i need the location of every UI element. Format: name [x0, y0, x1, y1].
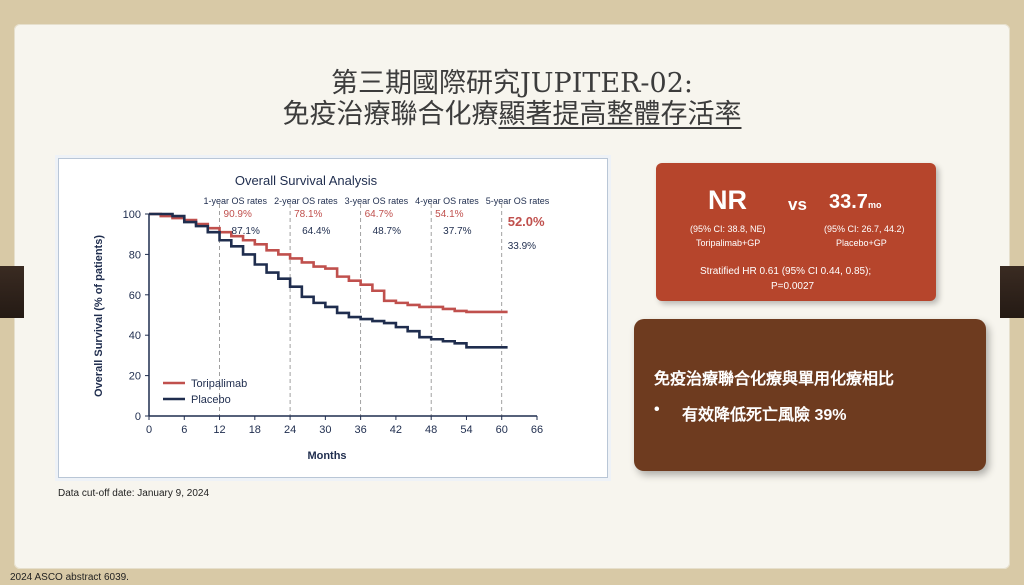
- placebo-median-unit: mo: [867, 200, 882, 210]
- x-axis-label: Months: [307, 450, 346, 462]
- annotation-header: 4-year OS rates: [415, 196, 479, 206]
- x-tick-label: 6: [181, 424, 187, 436]
- data-cutoff-note: Data cut-off date: January 9, 2024: [58, 488, 210, 499]
- annotation-placebo-rate: 37.7%: [443, 226, 471, 237]
- annotation-placebo-rate: 33.9%: [508, 241, 536, 252]
- annotation-header: 1-year OS rates: [204, 196, 268, 206]
- annotation-header: 5-year OS rates: [486, 196, 550, 206]
- annotation-toripalimab-rate: 90.9%: [224, 209, 252, 220]
- annotation-toripalimab-rate: 78.1%: [294, 209, 322, 220]
- slide-title-line-2: 免疫治療聯合化療顯著提高整體存活率: [0, 92, 1024, 131]
- vs-text: vs: [788, 195, 807, 214]
- chart-title: Overall Survival Analysis: [235, 173, 378, 188]
- summary-bullet-text: 有效降低死亡風險 39%: [682, 407, 847, 424]
- annotation-header: 3-year OS rates: [345, 196, 409, 206]
- y-tick-label: 60: [129, 290, 141, 302]
- x-tick-label: 0: [146, 424, 152, 436]
- annotation-toripalimab-rate: 52.0%: [508, 214, 545, 229]
- chart-frame: Overall Survival Analysis Overall Surviv…: [58, 158, 608, 478]
- median-os-box: NR vs 33.7mo (95% CI: 38.8, NE) (95% CI:…: [656, 163, 936, 301]
- y-axis-label: Overall Survival (% of patients): [93, 235, 105, 397]
- x-tick-label: 36: [355, 424, 367, 436]
- y-tick-label: 0: [135, 411, 141, 423]
- summary-heading: 免疫治療聯合化療與單用化療相比: [654, 371, 895, 388]
- legend-label-placebo: Placebo: [191, 394, 231, 406]
- p-value: P=0.0027: [771, 281, 815, 292]
- placebo-median-value: 33.7: [829, 191, 868, 213]
- summary-box: 免疫治療聯合化療與單用化療相比 • 有效降低死亡風險 39%: [634, 319, 986, 471]
- x-tick-label: 24: [284, 424, 296, 436]
- annotation-placebo-rate: 87.1%: [232, 226, 260, 237]
- legend-label-toripalimab: Toripalimab: [191, 378, 247, 390]
- x-tick-label: 54: [460, 424, 472, 436]
- x-tick-label: 12: [213, 424, 225, 436]
- annotation-header: 2-year OS rates: [274, 196, 338, 206]
- placebo-median: 33.7mo: [829, 191, 881, 214]
- nr-value: NR: [708, 185, 747, 215]
- x-tick-label: 30: [319, 424, 331, 436]
- annotation-placebo-rate: 48.7%: [373, 226, 401, 237]
- footer-source: 2024 ASCO abstract 6039.: [10, 572, 129, 583]
- left-slide-tab: [0, 266, 24, 318]
- y-tick-label: 20: [129, 371, 141, 383]
- arm-placebo: Placebo+GP: [836, 238, 887, 248]
- x-tick-label: 48: [425, 424, 437, 436]
- ci-toripalimab: (95% CI: 38.8, NE): [690, 224, 766, 234]
- annotation-toripalimab-rate: 64.7%: [365, 209, 393, 220]
- summary-bullet-mark: •: [654, 401, 660, 418]
- x-tick-label: 66: [531, 424, 543, 436]
- y-tick-label: 80: [129, 249, 141, 261]
- x-tick-label: 60: [496, 424, 508, 436]
- x-tick-label: 18: [249, 424, 261, 436]
- annotation-toripalimab-rate: 54.1%: [435, 209, 463, 220]
- right-slide-tab: [1000, 266, 1024, 318]
- title-part-b-underlined: 顯著提高整體存活率: [498, 99, 742, 130]
- hazard-ratio: Stratified HR 0.61 (95% CI 0.44, 0.85);: [700, 266, 872, 277]
- annotation-placebo-rate: 64.4%: [302, 226, 330, 237]
- y-tick-label: 40: [129, 330, 141, 342]
- ci-placebo: (95% CI: 26.7, 44.2): [824, 224, 905, 234]
- os-chart: Overall Survival Analysis Overall Surviv…: [93, 173, 550, 462]
- arm-toripalimab: Toripalimab+GP: [696, 238, 761, 248]
- slide-title-line-1: 第三期國際研究JUPITER-02:: [330, 68, 694, 99]
- legend: Toripalimab Placebo: [163, 378, 247, 406]
- y-tick-label: 100: [123, 209, 141, 221]
- x-tick-label: 42: [390, 424, 402, 436]
- title-part-a: 免疫治療聯合化療: [282, 99, 499, 130]
- series-line-placebo: [149, 212, 508, 349]
